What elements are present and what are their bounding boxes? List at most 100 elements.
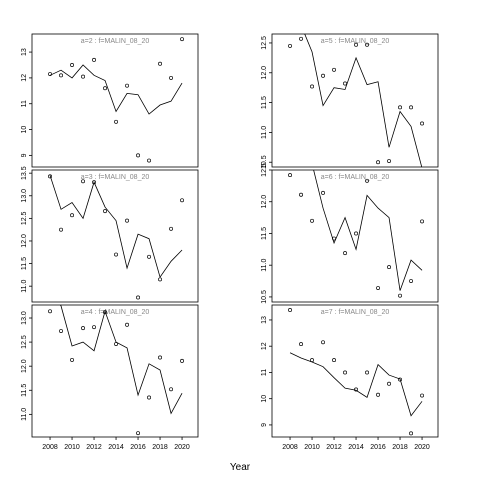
panel-frame [31,304,199,438]
x-tick-label: 2014 [348,444,364,451]
trend-line [313,170,423,291]
x-tick-label: 2012 [86,444,102,451]
data-point [125,322,129,327]
data-point [92,57,96,62]
data-point [343,81,347,86]
y-tick-label: 9 [261,423,268,427]
x-tick-label: 2016 [130,444,146,451]
data-point [310,84,314,89]
y-tick-label: 10 [21,126,28,134]
panel-frame [31,33,199,168]
data-point [125,83,129,88]
data-point [147,395,151,400]
data-point [92,325,96,330]
panel-title: a=2 : f=MALIN_08_20 [81,38,150,45]
data-point [70,63,74,67]
data-point [136,153,140,158]
panel-frame [271,304,439,438]
x-tick-label: 2020 [174,444,190,451]
data-point [59,227,63,232]
y-tick-label: 10.5 [261,155,268,169]
y-tick-label: 12 [261,342,268,350]
data-point [147,158,151,163]
y-tick-label: 12.0 [21,359,28,373]
data-point [103,86,107,91]
data-point [299,192,303,197]
trend-line [304,34,423,167]
plot-area [48,305,184,436]
data-point [310,218,314,223]
data-point [288,43,292,48]
y-tick-label: 11 [21,100,28,107]
x-tick-label: 2012 [326,444,342,451]
y-tick-label: 11.5 [261,96,268,109]
y-tick-label: 10 [261,395,268,403]
data-point [169,387,173,392]
data-point [125,218,129,223]
panel-frame [271,33,439,168]
panel-title: a=5 : f=MALIN_08_20 [321,38,390,45]
y-tick-label: 12 [21,74,28,82]
trend-line [289,352,423,417]
data-point [343,370,347,375]
y-tick-label: 12.0 [21,234,28,248]
trend-line [49,175,183,279]
data-point [180,198,184,203]
y-tick-label: 13.0 [21,311,28,325]
x-tick-label: 2010 [304,444,320,451]
y-tick-label: 11.5 [21,257,28,270]
data-point [59,73,63,78]
data-point [81,326,85,331]
data-point [59,329,63,333]
data-point [332,358,336,363]
y-tick-label: 11.5 [261,227,268,240]
data-point [299,36,303,41]
trend-line [49,64,183,115]
y-tick-label: 13.0 [21,189,28,203]
data-point [136,431,140,436]
y-tick-label: 10.5 [261,290,268,304]
data-point [158,355,162,360]
data-point [70,213,74,218]
data-point [365,42,369,47]
data-point [299,342,303,347]
data-point [158,277,162,282]
plot-area [288,34,424,167]
y-tick-label: 9 [21,153,28,157]
y-tick-label: 11.0 [21,408,28,421]
data-point [420,121,424,126]
x-tick-label: 2018 [152,444,168,451]
data-point [48,174,52,179]
data-point [288,308,292,312]
data-point [398,293,402,298]
trend-line [59,305,183,415]
data-point [387,159,391,163]
plot-area [288,170,424,298]
data-point [409,105,413,110]
x-tick-label: 2020 [414,444,430,451]
data-point [420,219,424,224]
data-point [103,209,107,214]
data-point [398,377,402,382]
data-point [343,251,347,256]
y-tick-label: 13.5 [21,166,28,180]
y-tick-label: 11.5 [21,384,28,397]
y-tick-label: 11 [261,369,268,376]
data-point [169,75,173,80]
data-point [321,340,325,345]
y-tick-label: 11.0 [261,259,268,272]
data-point [376,392,380,397]
y-tick-label: 13 [21,48,28,56]
data-point [321,190,325,195]
x-tick-label: 2008 [282,444,298,451]
y-tick-label: 12.5 [261,163,268,177]
panel-title: a=6 : f=MALIN_08_20 [321,174,390,181]
y-tick-label: 12.5 [261,36,268,50]
y-tick-label: 11.0 [261,126,268,139]
data-point [409,279,413,284]
y-tick-label: 12.0 [261,195,268,209]
data-point [114,119,118,124]
data-point [48,309,52,314]
x-tick-label: 2008 [42,444,58,451]
